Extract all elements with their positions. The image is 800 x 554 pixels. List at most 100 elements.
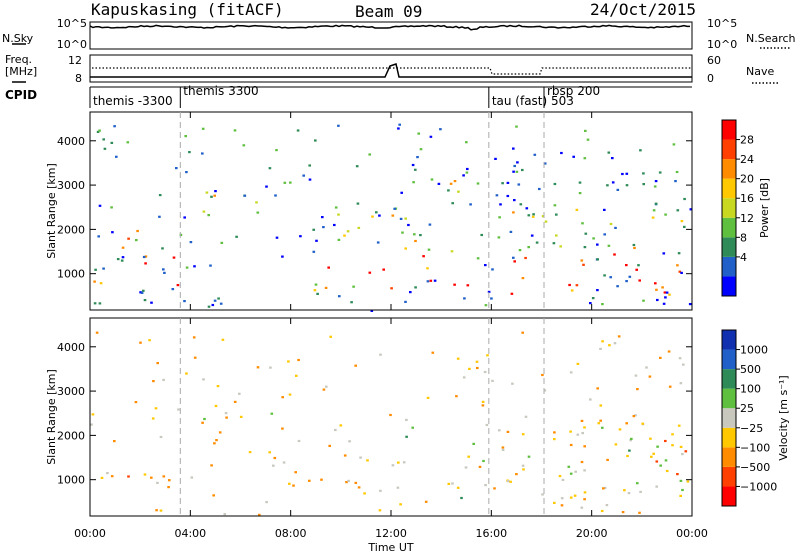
velocity-cell [396,486,400,489]
power-cell [553,182,557,186]
power-cell [515,170,519,173]
power-cell [321,216,324,219]
power-cell [527,214,531,217]
power-cell [581,222,584,225]
nsearch-tick-bottom: 10^0 [707,38,737,51]
power-cell [552,242,556,245]
power-cell [235,235,238,238]
power-cell [616,188,620,191]
power-cell [368,271,372,274]
power-cell [427,248,431,251]
power-cell [96,130,100,133]
power-cell [233,129,237,132]
power-cell [665,291,669,294]
power-cell [135,239,138,242]
velocity-cell [553,431,556,434]
power-cell [541,215,545,218]
power-cell [219,302,223,305]
velocity-cell [599,419,602,422]
power-cell [98,204,102,207]
power-cell [625,264,628,267]
velocity-cell [451,482,454,485]
power-cell [533,153,537,156]
velocity-cell [162,378,165,381]
velocity-cell [679,479,683,482]
velocity-cell [464,466,468,469]
power-cell [652,209,656,212]
velocity-cell [569,443,573,447]
velocity-cell [354,364,357,367]
velocity-cell [580,506,584,509]
velocity-cell [154,407,158,410]
power-heatmap [93,123,693,312]
velocity-cell [113,440,116,443]
power-cell [575,208,579,211]
x-tick-label: 08:00 [275,527,307,540]
power-cell [625,280,628,283]
power-cell [378,214,381,217]
power-cell [591,297,595,300]
power-cell [519,203,523,206]
velocity-cell [521,433,525,436]
power-cell [457,190,460,193]
power-cell [426,280,430,283]
power-cell [513,199,516,202]
nsky-tick-bottom: 10^0 [57,38,87,51]
power-cell [188,151,191,154]
velocity-cell [225,416,228,419]
velocity-cell [484,484,487,487]
power-cell [189,241,193,244]
power-cell [465,171,469,174]
velocity-cell [574,470,577,473]
velocity-cell [671,444,674,447]
beam-title: Beam 09 [355,2,422,21]
power-cell [193,265,196,268]
power-cell [480,233,483,237]
velocity-cell [626,454,629,458]
nsky-panel-frame [89,21,693,50]
freq-panel-frame [89,54,693,83]
velocity-cell [468,367,471,370]
nave-label: Nave [746,65,774,78]
velocity-cell [159,509,163,512]
velocity-cell [580,460,584,464]
velocity-cell [248,451,252,454]
velocity-cell [485,423,489,427]
power-cell [401,231,404,234]
power-cell [370,309,374,312]
power-cell [314,139,317,142]
power-cell [275,236,279,239]
velocity-cell [210,464,213,467]
power-cell [490,297,493,300]
velocity-cell [288,482,291,485]
power-yticks: 4000 3000 2000 1000 [57,135,692,281]
power-cell [664,213,667,216]
freq-tick-bottom: 8 [75,72,82,85]
power-cell [202,210,206,213]
power-cell [668,293,671,296]
colorbar-swatch [722,276,736,296]
power-cell [678,270,682,273]
power-cell [596,289,599,292]
y-tick-label: 3000 [57,179,85,192]
power-cell [633,246,636,250]
velocity-cell [348,440,351,443]
velocity-cell [605,504,609,507]
cpid-segment-name: themis 3300 [183,84,258,98]
velocity-cell [258,513,261,516]
power-cell [346,230,350,233]
velocity-cell [378,509,382,512]
colorbar-swatch [722,408,736,428]
power-cell [399,217,403,220]
velocity-cell [162,475,166,478]
power-cell [411,163,415,167]
velocity-cell [583,469,586,472]
power-cell [98,302,102,305]
cpid-segments: themis -3300 themis 3300 tau (fast) 503rbs… [89,84,600,108]
velocity-cell [273,456,277,460]
power-cell [337,238,341,241]
power-cell [390,287,393,290]
velocity-cell [567,465,571,468]
power-cell [356,202,360,205]
